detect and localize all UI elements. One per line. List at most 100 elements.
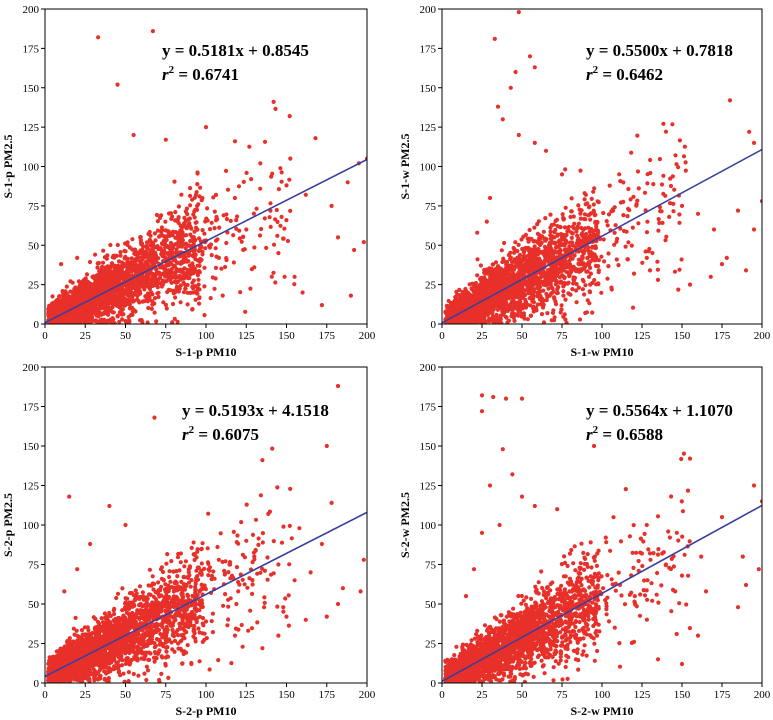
data-point xyxy=(595,219,600,225)
data-point xyxy=(93,252,98,257)
data-point xyxy=(548,250,553,255)
data-point xyxy=(213,246,218,251)
data-point xyxy=(173,242,178,247)
data-point xyxy=(202,265,207,270)
data-point xyxy=(102,298,107,303)
data-point xyxy=(612,230,617,235)
data-point xyxy=(527,227,532,233)
data-point xyxy=(239,239,244,244)
data-point xyxy=(194,190,199,195)
data-point xyxy=(105,267,110,272)
data-point xyxy=(241,234,246,239)
data-point xyxy=(559,237,564,242)
data-point xyxy=(578,168,583,173)
data-point xyxy=(156,277,161,282)
data-point xyxy=(197,194,202,199)
data-point xyxy=(154,259,159,264)
data-point xyxy=(606,251,611,256)
data-point xyxy=(635,198,640,203)
data-point xyxy=(576,221,582,226)
data-point xyxy=(208,242,213,247)
outlier-point xyxy=(244,227,249,232)
data-point xyxy=(122,248,127,253)
data-point xyxy=(601,237,606,242)
data-point xyxy=(119,263,124,268)
data-point xyxy=(126,271,131,276)
data-point xyxy=(625,214,630,219)
data-point xyxy=(102,287,107,292)
data-point xyxy=(172,218,178,223)
data-point xyxy=(557,224,562,229)
data-point xyxy=(155,219,160,224)
data-point xyxy=(193,290,198,295)
data-point xyxy=(499,321,504,324)
data-point xyxy=(111,253,116,258)
data-point xyxy=(147,238,152,243)
data-point xyxy=(138,255,143,260)
data-point xyxy=(661,173,666,178)
outlier-point xyxy=(271,99,276,104)
data-point xyxy=(553,282,558,287)
data-point xyxy=(166,276,171,281)
data-point xyxy=(185,282,190,288)
data-point xyxy=(85,285,90,290)
data-point xyxy=(163,245,168,250)
data-point xyxy=(137,268,142,273)
data-point xyxy=(135,297,140,302)
data-point xyxy=(578,258,583,263)
data-point xyxy=(191,241,196,246)
data-point xyxy=(161,300,166,305)
data-point xyxy=(551,222,556,227)
data-point xyxy=(164,251,169,256)
data-point xyxy=(276,187,281,192)
data-point xyxy=(50,294,55,299)
data-point xyxy=(68,310,73,315)
data-point xyxy=(55,306,60,311)
data-point xyxy=(119,312,124,317)
data-point xyxy=(179,269,184,274)
data-point xyxy=(531,294,536,299)
data-point xyxy=(548,225,553,230)
data-point xyxy=(592,253,597,258)
data-point xyxy=(212,226,217,231)
data-point xyxy=(636,186,641,191)
data-point xyxy=(648,170,653,176)
data-point xyxy=(582,212,588,217)
data-point xyxy=(92,286,97,291)
data-point xyxy=(267,215,272,220)
data-point xyxy=(672,269,678,274)
data-point xyxy=(556,239,561,244)
data-point xyxy=(225,187,231,192)
data-point xyxy=(96,308,101,313)
data-point xyxy=(640,260,645,265)
data-point xyxy=(591,189,596,194)
data-point xyxy=(285,238,290,244)
data-point xyxy=(147,292,152,297)
data-point xyxy=(163,236,168,242)
data-point xyxy=(174,260,180,265)
outlier-point xyxy=(303,192,308,197)
data-point xyxy=(152,310,157,315)
data-point xyxy=(570,256,575,261)
data-point xyxy=(202,284,207,289)
data-point xyxy=(602,259,607,264)
data-point xyxy=(183,286,188,291)
data-point xyxy=(657,157,663,162)
data-point xyxy=(74,292,79,297)
data-point xyxy=(139,318,144,323)
data-point xyxy=(200,228,205,233)
data-point xyxy=(269,174,274,179)
data-point xyxy=(217,225,222,230)
data-point xyxy=(542,237,547,242)
data-point xyxy=(155,228,161,233)
data-point xyxy=(57,294,62,299)
x-tick-label: 200 xyxy=(359,330,376,342)
data-point xyxy=(234,226,239,231)
data-point xyxy=(191,212,196,217)
data-point xyxy=(635,169,641,174)
data-point xyxy=(574,229,579,234)
y-tick-label: 125 xyxy=(23,122,40,134)
data-point xyxy=(143,278,148,283)
data-point xyxy=(112,301,117,306)
data-point xyxy=(591,202,596,207)
